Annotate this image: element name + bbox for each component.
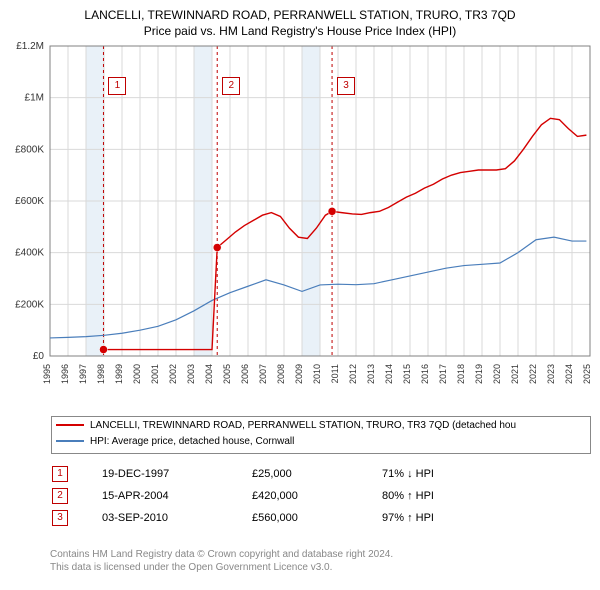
attribution-line2: This data is licensed under the Open Gov…	[50, 561, 393, 574]
svg-text:£0: £0	[33, 351, 45, 362]
event-date: 15-APR-2004	[102, 486, 250, 506]
svg-text:2008: 2008	[276, 364, 286, 384]
svg-text:2017: 2017	[438, 364, 448, 384]
event-row-2: 2 15-APR-2004£420,00080% ↑ HPI	[52, 486, 442, 506]
event-marker-1: 1	[108, 77, 126, 95]
svg-text:1997: 1997	[78, 364, 88, 384]
svg-text:2025: 2025	[582, 364, 592, 384]
svg-text:2005: 2005	[222, 364, 232, 384]
legend-label-hpi: HPI: Average price, detached house, Corn…	[90, 436, 294, 447]
legend-swatch-hpi	[56, 440, 84, 442]
svg-text:2016: 2016	[420, 364, 430, 384]
svg-text:£400K: £400K	[15, 248, 44, 259]
event-marker-2: 2	[222, 77, 240, 95]
chart-title-line1: LANCELLI, TREWINNARD ROAD, PERRANWELL ST…	[0, 8, 600, 22]
svg-text:2024: 2024	[564, 364, 574, 384]
events-table: 1 19-DEC-1997£25,00071% ↓ HPI 2 15-APR-2004…	[50, 462, 444, 530]
event-price: £560,000	[252, 508, 380, 528]
svg-text:2023: 2023	[546, 364, 556, 384]
svg-text:£800K: £800K	[15, 144, 44, 155]
event-pct: 97% ↑ HPI	[382, 508, 442, 528]
svg-text:£600K: £600K	[15, 196, 44, 207]
attribution-line1: Contains HM Land Registry data © Crown c…	[50, 548, 393, 561]
event-badge: 2	[52, 488, 68, 504]
chart-title-line2: Price paid vs. HM Land Registry's House …	[0, 24, 600, 38]
event-price: £420,000	[252, 486, 380, 506]
svg-text:2014: 2014	[384, 364, 394, 384]
svg-text:2012: 2012	[348, 364, 358, 384]
svg-text:2020: 2020	[492, 364, 502, 384]
svg-text:1998: 1998	[96, 364, 106, 384]
event-pct: 80% ↑ HPI	[382, 486, 442, 506]
event-price: £25,000	[252, 464, 380, 484]
legend-label-property: LANCELLI, TREWINNARD ROAD, PERRANWELL ST…	[90, 420, 516, 431]
plot-area: £0 £200K £400K £600K £800K £1M £1.2M 1995 1996 19…	[0, 0, 600, 420]
svg-text:2022: 2022	[528, 364, 538, 384]
event-row-3: 3 03-SEP-2010£560,00097% ↑ HPI	[52, 508, 442, 528]
svg-text:2000: 2000	[132, 364, 142, 384]
chart-container: LANCELLI, TREWINNARD ROAD, PERRANWELL ST…	[0, 0, 600, 590]
svg-text:2002: 2002	[168, 364, 178, 384]
event-date: 19-DEC-1997	[102, 464, 250, 484]
svg-text:£1.2M: £1.2M	[16, 41, 44, 52]
svg-text:2019: 2019	[474, 364, 484, 384]
attribution: Contains HM Land Registry data © Crown c…	[50, 548, 393, 574]
svg-text:2009: 2009	[294, 364, 304, 384]
svg-text:2010: 2010	[312, 364, 322, 384]
svg-text:2003: 2003	[186, 364, 196, 384]
svg-text:2018: 2018	[456, 364, 466, 384]
event-badge: 3	[52, 510, 68, 526]
event-row-1: 1 19-DEC-1997£25,00071% ↓ HPI	[52, 464, 442, 484]
svg-text:2001: 2001	[150, 364, 160, 384]
legend-item-hpi: HPI: Average price, detached house, Corn…	[52, 433, 590, 449]
svg-text:2006: 2006	[240, 364, 250, 384]
svg-text:2007: 2007	[258, 364, 268, 384]
event-marker-3: 3	[337, 77, 355, 95]
svg-text:2004: 2004	[204, 364, 214, 384]
legend-swatch-property	[56, 424, 84, 426]
legend: LANCELLI, TREWINNARD ROAD, PERRANWELL ST…	[51, 416, 591, 454]
svg-text:2015: 2015	[402, 364, 412, 384]
svg-text:£1M: £1M	[25, 93, 44, 104]
svg-text:1996: 1996	[60, 364, 70, 384]
svg-text:£200K: £200K	[15, 299, 44, 310]
svg-text:2011: 2011	[330, 364, 340, 383]
svg-text:2021: 2021	[510, 364, 520, 384]
event-badge: 1	[52, 466, 68, 482]
legend-item-property: LANCELLI, TREWINNARD ROAD, PERRANWELL ST…	[52, 417, 590, 433]
svg-text:1999: 1999	[114, 364, 124, 384]
event-pct: 71% ↓ HPI	[382, 464, 442, 484]
svg-text:1995: 1995	[42, 364, 52, 384]
event-date: 03-SEP-2010	[102, 508, 250, 528]
svg-text:2013: 2013	[366, 364, 376, 384]
